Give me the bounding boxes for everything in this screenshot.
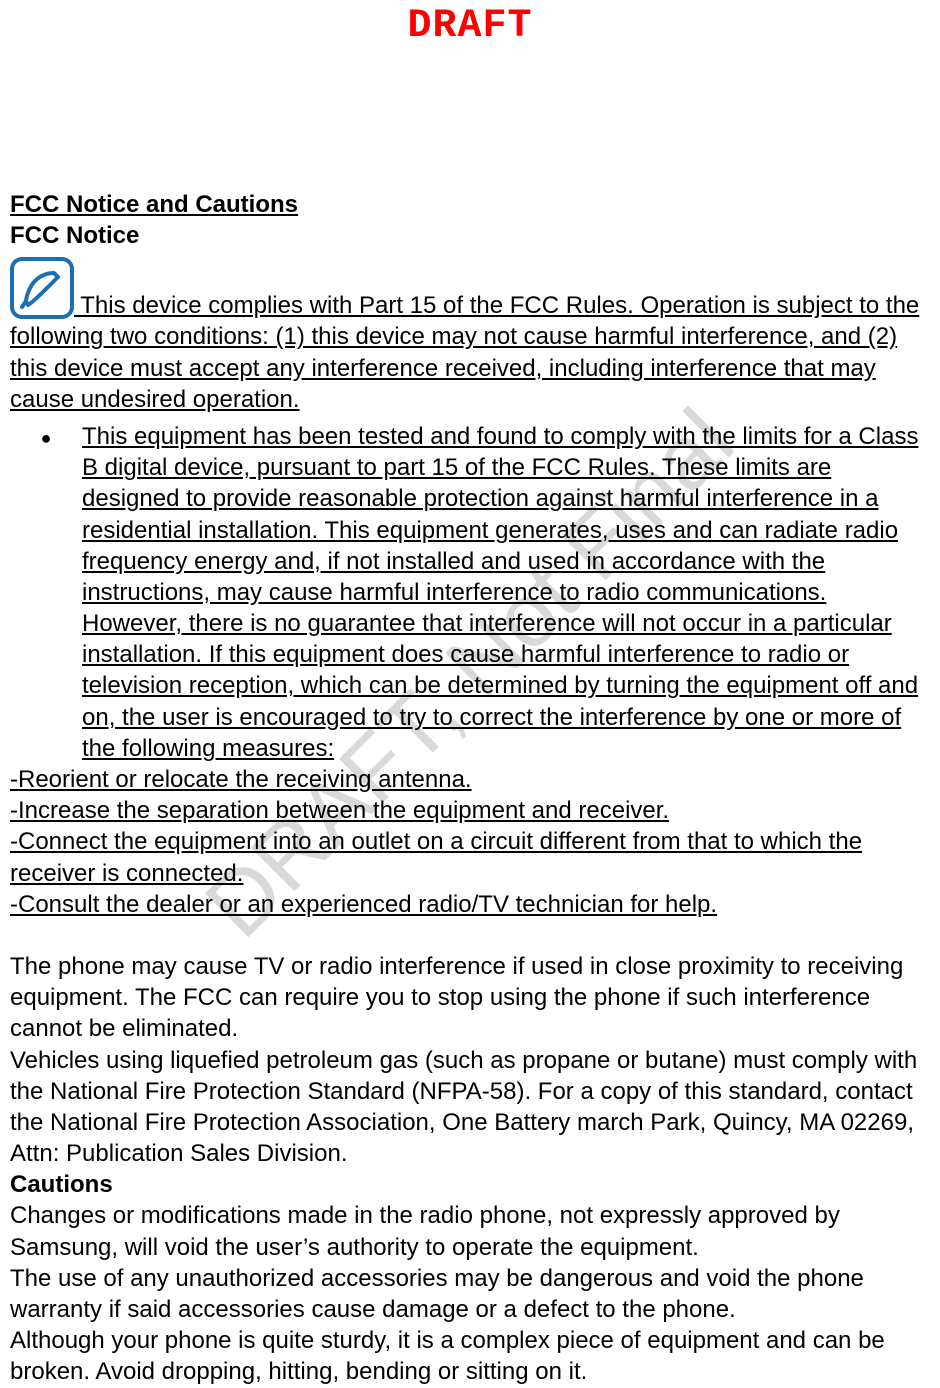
measure-line: -Increase the separation between the equ… — [10, 795, 930, 826]
main-heading: FCC Notice and Cautions — [10, 189, 930, 220]
measure-line: -Connect the equipment into an outlet on… — [10, 826, 930, 888]
measure-line: -Consult the dealer or an experienced ra… — [10, 889, 930, 920]
draft-header: DRAFT — [0, 0, 940, 49]
sub-heading: FCC Notice — [10, 220, 930, 251]
paragraph-vehicles: Vehicles using liquefied petroleum gas (… — [10, 1045, 930, 1170]
paragraph-tv: The phone may cause TV or radio interfer… — [10, 951, 930, 1045]
note-icon — [10, 257, 74, 319]
cautions-heading: Cautions — [10, 1169, 930, 1200]
blank-line — [10, 920, 930, 951]
intro-paragraph: This device complies with Part 15 of the… — [10, 251, 930, 415]
measure-line: -Reorient or relocate the receiving ante… — [10, 764, 930, 795]
cautions-paragraph: The use of any unauthorized accessories … — [10, 1263, 930, 1325]
bullet-item: ● This equipment has been tested and fou… — [10, 421, 930, 764]
cautions-paragraph: Changes or modifications made in the rad… — [10, 1200, 930, 1262]
bullet-text: This equipment has been tested and found… — [82, 421, 930, 764]
cautions-paragraph: Although your phone is quite sturdy, it … — [10, 1325, 930, 1387]
document-body: FCC Notice and Cautions FCC Notice This … — [0, 49, 940, 1388]
intro-text: This device complies with Part 15 of the… — [10, 292, 919, 413]
bullet-marker-icon: ● — [10, 421, 82, 764]
